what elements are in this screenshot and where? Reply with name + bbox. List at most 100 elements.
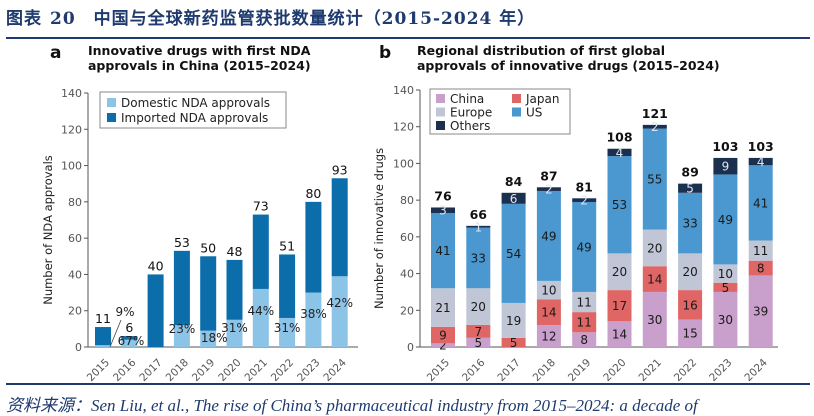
bar-segment-imported-nda-approvals	[121, 336, 138, 340]
x-tick-label: 2020	[601, 357, 628, 384]
figure-label: 图表	[6, 9, 42, 29]
total-label: 6	[125, 320, 133, 335]
bar-segment-japan	[713, 282, 738, 292]
legend-box	[99, 91, 287, 129]
figure-title: 中国与全球新药监管获批数量统计（2015-2024 年）	[93, 9, 536, 29]
data-label: 3	[439, 204, 447, 218]
footer-rule	[6, 383, 810, 385]
data-label: 30	[718, 313, 733, 327]
bar-segment-domestic-nda-approvals	[252, 288, 269, 347]
data-label: 10	[541, 284, 556, 298]
data-label: 55	[647, 173, 662, 187]
panel-letter: a	[50, 43, 61, 63]
total-label: 50	[200, 240, 216, 255]
total-label: 81	[575, 179, 592, 194]
data-label: 14	[612, 328, 627, 342]
data-label: 2	[580, 194, 588, 208]
bar-segment-europe	[678, 253, 703, 291]
y-tick-label: 80	[68, 196, 82, 209]
bar-segment-imported-nda-approvals	[226, 259, 243, 320]
data-label: 20	[612, 265, 627, 279]
bar-segment-japan	[748, 260, 773, 276]
data-label: 20	[471, 300, 486, 314]
x-tick-label: 2023	[295, 357, 322, 384]
bar-segment-japan	[536, 299, 561, 325]
header-rule	[6, 37, 810, 39]
total-label: 84	[505, 174, 523, 189]
y-tick-label: 20	[400, 304, 414, 317]
y-tick-label: 100	[393, 157, 414, 170]
bar-segment-others	[642, 124, 667, 129]
share-label: 9%	[115, 305, 134, 319]
y-tick-label: 120	[61, 123, 82, 136]
data-label: 5	[686, 182, 694, 196]
x-tick-label: 2018	[164, 357, 191, 384]
x-tick-label: 2020	[216, 357, 243, 384]
bar-segment-japan	[678, 290, 703, 320]
bar-segment-domestic-nda-approvals	[173, 325, 190, 347]
total-label: 11	[95, 311, 111, 326]
bar-segment-domestic-nda-approvals	[200, 330, 217, 347]
data-label: 33	[682, 217, 697, 231]
total-label: 108	[606, 130, 632, 145]
bar-segment-others	[572, 198, 597, 202]
share-label: 31%	[274, 321, 301, 335]
y-tick-label: 40	[400, 268, 414, 281]
chart-panel-a: a Innovative drugs with first NDAapproval…	[41, 43, 358, 384]
bar-segment-europe	[607, 253, 632, 291]
total-label: 103	[748, 139, 774, 154]
y-tick-label: 0	[75, 341, 82, 354]
data-label: 5	[722, 281, 730, 295]
bar-segment-domestic-nda-approvals	[226, 319, 243, 347]
bar-segment-us	[572, 201, 597, 292]
chart-title: approvals of innovative drugs (2015–2024…	[417, 58, 720, 73]
data-label: 17	[612, 299, 627, 313]
bar-segment-europe	[466, 288, 491, 325]
share-label: 23%	[169, 322, 196, 336]
data-label: 49	[577, 240, 592, 254]
total-label: 89	[681, 165, 698, 180]
data-label: 5	[474, 336, 482, 350]
x-tick-label: 2024	[742, 356, 770, 384]
legend-swatch	[436, 107, 445, 117]
total-label: 103	[712, 139, 738, 154]
bar-segment-china	[713, 291, 738, 347]
x-tick-label: 2019	[566, 357, 593, 384]
bar-segment-imported-nda-approvals	[305, 201, 322, 293]
legend-swatch	[436, 121, 445, 130]
bar-segment-others	[607, 148, 632, 157]
data-label: 49	[541, 229, 556, 243]
data-label: 33	[471, 251, 486, 265]
bar-segment-imported-nda-approvals	[95, 327, 111, 346]
y-axis-label: Number of NDA approvals	[41, 155, 55, 305]
chart-title: Innovative drugs with first NDA	[88, 43, 311, 58]
bar-segment-us	[713, 174, 738, 265]
y-tick-label: 40	[68, 268, 82, 281]
total-label: 121	[642, 106, 668, 121]
panel-letter: b	[379, 43, 391, 63]
total-label: 87	[540, 168, 557, 183]
y-axis-label: Number of innovative drugs	[372, 148, 386, 309]
bar-segment-china	[642, 291, 667, 347]
data-label: 53	[612, 198, 627, 212]
bar-segment-others	[536, 187, 561, 191]
data-label: 54	[506, 247, 521, 261]
bar-segment-others	[713, 157, 738, 175]
bar-segment-us	[607, 156, 632, 254]
x-tick-label: 2018	[531, 357, 558, 384]
bar-segment-europe	[501, 302, 526, 338]
y-tick-label: 120	[393, 121, 414, 134]
share-label: 67%	[118, 334, 145, 348]
data-label: 1	[474, 220, 482, 234]
data-label: 19	[506, 314, 521, 328]
chart-panel-b: b Regional distribution of first globalap…	[372, 43, 778, 384]
legend-label: Japan	[525, 92, 559, 106]
bar-segment-china	[466, 337, 491, 347]
y-tick-label: 0	[407, 341, 414, 354]
bar-segment-japan	[572, 312, 597, 333]
data-label: 11	[577, 316, 592, 330]
legend-box	[429, 88, 571, 135]
data-label: 8	[757, 262, 765, 276]
share-label: 18%	[201, 331, 228, 345]
legend-swatch	[107, 98, 116, 107]
